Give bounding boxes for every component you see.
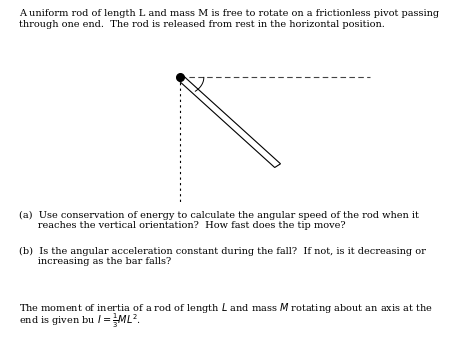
Text: The moment of inertia of a rod of length $L$ and mass $M$ rotating about an axis: The moment of inertia of a rod of length… (19, 301, 433, 315)
Text: through one end.  The rod is released from rest in the horizontal position.: through one end. The rod is released fro… (19, 20, 385, 29)
Polygon shape (177, 76, 281, 167)
Text: (a)  Use conservation of energy to calculate the angular speed of the rod when i: (a) Use conservation of energy to calcul… (19, 211, 419, 220)
Text: reaches the vertical orientation?  How fast does the tip move?: reaches the vertical orientation? How fa… (19, 221, 346, 230)
Text: end is given bu $I = \frac{1}{3}ML^2$.: end is given bu $I = \frac{1}{3}ML^2$. (19, 311, 141, 330)
Text: A uniform rod of length L and mass M is free to rotate on a frictionless pivot p: A uniform rod of length L and mass M is … (19, 9, 439, 18)
Text: (b)  Is the angular acceleration constant during the fall?  If not, is it decrea: (b) Is the angular acceleration constant… (19, 247, 426, 256)
Text: increasing as the bar falls?: increasing as the bar falls? (19, 257, 171, 266)
